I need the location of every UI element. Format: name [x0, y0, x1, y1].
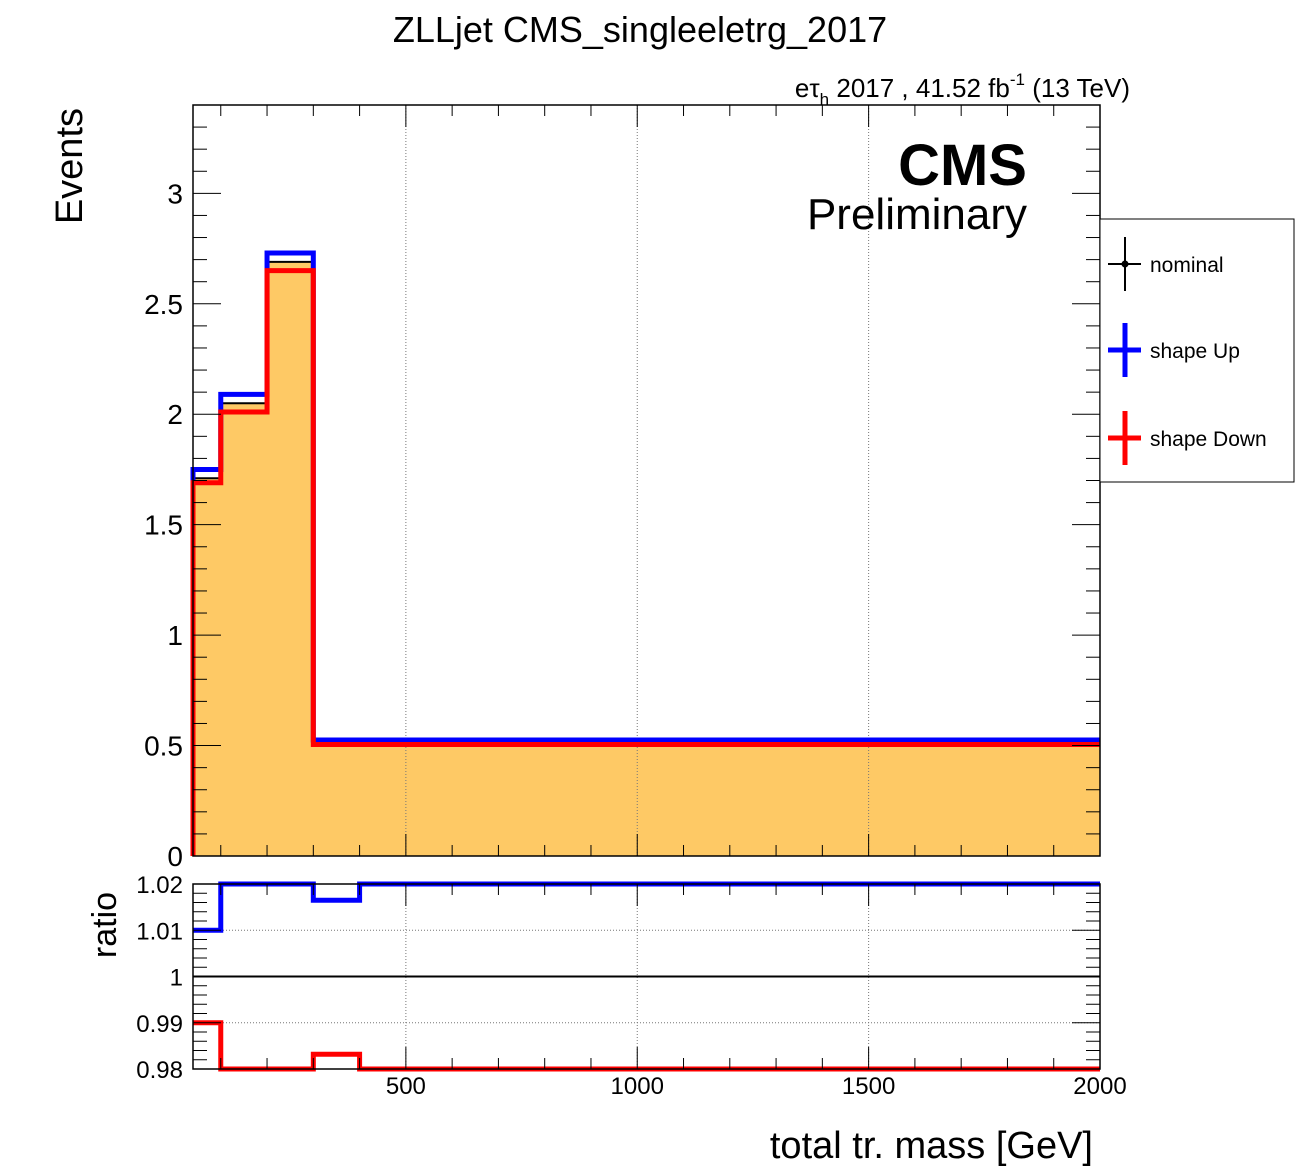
legend-label-shape-down: shape Down	[1150, 428, 1267, 451]
y-tick-label: 1	[167, 620, 183, 651]
x-axis-label: total tr. mass [GeV]	[770, 1125, 1093, 1167]
ratio-tick-label: 0.98	[136, 1057, 183, 1084]
x-tick-label: 2000	[1073, 1073, 1126, 1100]
ratio-tick-label: 1	[170, 965, 183, 992]
cms-label: CMS	[898, 133, 1027, 198]
x-tick-label: 1000	[611, 1073, 664, 1100]
y-tick-label: 0	[167, 841, 183, 872]
legend-entry-shape-up: shape Up	[1108, 323, 1240, 377]
lumi-label: eτh 2017 , 41.52 fb-1 (13 TeV)	[795, 70, 1130, 109]
series-line-shape-down	[190, 268, 1100, 856]
y-tick-label: 3	[167, 178, 183, 209]
x-tick-label: 1500	[842, 1073, 895, 1100]
y-tick-label: 2	[167, 399, 183, 430]
legend-entry-nominal: nominal	[1108, 237, 1224, 291]
ratio-y-axis-label: ratio	[86, 892, 124, 958]
ratio-tick-label: 0.99	[136, 1011, 183, 1038]
x-tick-label: 500	[386, 1073, 426, 1100]
ratio-line-shape-up	[193, 881, 1100, 933]
ratio-tick-label: 1.02	[136, 872, 183, 899]
y-axis-label: Events	[49, 108, 91, 224]
legend-entry-shape-down: shape Down	[1108, 411, 1267, 465]
main-axis-ticks	[193, 104, 1100, 857]
legend-label-shape-up: shape Up	[1150, 340, 1240, 363]
nominal-fill-area	[193, 261, 1100, 856]
legend: nominal shape Up shape Down	[1099, 218, 1295, 483]
legend-label-nominal: nominal	[1150, 254, 1224, 277]
ratio-tick-label: 1.01	[136, 918, 183, 945]
ratio-line-shape-down	[193, 1020, 1100, 1072]
ratio-gridlines	[193, 884, 1100, 1069]
ratio-tick-labels: 0.98 0.99 1 1.01 1.02	[136, 872, 183, 1084]
y-tick-labels: 0 0.5 1 1.5 2 2.5 3	[144, 178, 183, 872]
chart-title: ZLLjet CMS_singleeletrg_2017	[393, 9, 887, 50]
preliminary-label: Preliminary	[807, 190, 1027, 239]
legend-nominal-marker	[1121, 260, 1129, 268]
x-gridlines	[405, 105, 870, 856]
ratio-axis-ticks	[193, 883, 1100, 1070]
y-tick-label: 1.5	[144, 510, 183, 541]
y-tick-label: 0.5	[144, 731, 183, 762]
main-histogram-series	[190, 250, 1100, 856]
nominal-fill-polygon	[193, 261, 1100, 856]
x-tick-labels: 500 1000 1500 2000	[386, 1073, 1127, 1100]
y-tick-label: 2.5	[144, 289, 183, 320]
